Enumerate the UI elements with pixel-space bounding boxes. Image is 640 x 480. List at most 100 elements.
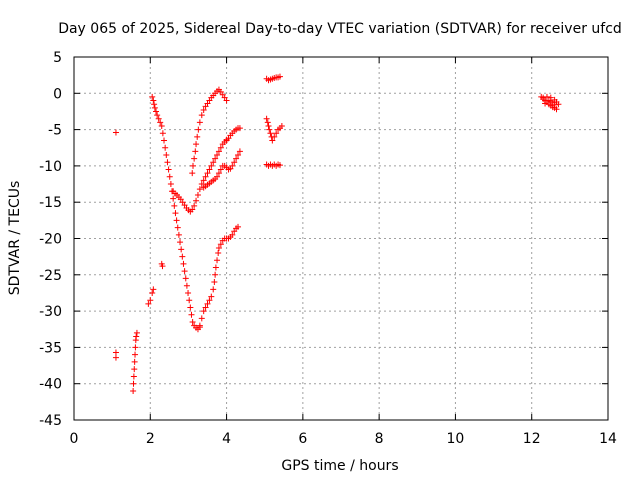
data-point — [166, 173, 173, 180]
data-point — [175, 231, 182, 238]
x-axis-label: GPS time / hours — [281, 458, 398, 474]
data-point — [200, 106, 207, 113]
data-point — [198, 112, 205, 119]
data-point — [172, 210, 179, 217]
data-point — [154, 112, 161, 119]
y-axis-label: SDTVAR / TECUs — [7, 181, 23, 296]
data-point — [112, 354, 119, 361]
data-point — [217, 241, 224, 248]
data-point — [181, 268, 188, 275]
data-point — [540, 94, 547, 101]
data-point — [189, 170, 196, 177]
data-point — [130, 380, 137, 387]
data-point — [170, 195, 177, 202]
y-tick-label: 0 — [53, 86, 62, 102]
data-point — [555, 101, 562, 108]
data-point — [188, 311, 195, 318]
y-tick-label: -20 — [39, 232, 62, 248]
data-point — [214, 152, 221, 159]
data-point — [215, 250, 222, 257]
data-point — [171, 202, 178, 209]
x-tick-label: 14 — [599, 431, 617, 447]
data-point — [167, 181, 174, 188]
x-tick-label: 2 — [146, 431, 155, 447]
y-tick-label: -10 — [39, 159, 62, 175]
data-point — [208, 293, 215, 300]
data-point — [267, 130, 274, 137]
data-point — [158, 122, 165, 129]
x-tick-label: 0 — [70, 431, 79, 447]
data-point — [543, 93, 550, 100]
data-point — [133, 333, 140, 340]
data-point — [217, 144, 224, 151]
data-point — [236, 125, 243, 132]
data-point — [149, 93, 156, 100]
y-tick-label: 5 — [53, 50, 62, 66]
y-tick-label: -30 — [39, 304, 62, 320]
data-point — [187, 304, 194, 311]
data-points — [112, 73, 562, 394]
data-point — [178, 246, 185, 253]
data-point — [198, 181, 205, 188]
data-point — [551, 101, 558, 108]
data-point — [194, 191, 201, 198]
data-point — [186, 297, 193, 304]
data-point — [547, 98, 554, 105]
data-point — [173, 217, 180, 224]
data-point — [192, 148, 199, 155]
data-point — [130, 373, 137, 380]
data-point — [212, 264, 219, 271]
data-point — [206, 166, 213, 173]
data-point — [210, 286, 217, 293]
data-point — [179, 253, 186, 260]
data-point — [215, 170, 222, 177]
data-point — [145, 300, 152, 307]
data-point — [271, 133, 278, 140]
y-tick-label: -35 — [39, 340, 62, 356]
data-point — [194, 133, 201, 140]
data-point — [191, 202, 198, 209]
data-point — [159, 263, 166, 270]
data-point — [190, 162, 197, 169]
data-point — [189, 318, 196, 325]
data-point — [214, 257, 221, 264]
data-point — [276, 73, 283, 80]
data-point — [204, 300, 211, 307]
data-point — [174, 224, 181, 231]
data-point — [151, 101, 158, 108]
data-point — [200, 308, 207, 315]
y-tick-label: -45 — [39, 413, 62, 429]
data-point — [263, 115, 270, 122]
plot-frame — [73, 56, 609, 421]
data-point — [217, 166, 224, 173]
data-point — [198, 315, 205, 322]
data-point — [157, 119, 164, 126]
data-point — [215, 148, 222, 155]
data-point — [196, 186, 203, 193]
data-point — [131, 358, 138, 365]
data-point — [266, 126, 273, 133]
data-point — [132, 344, 139, 351]
data-point — [147, 297, 154, 304]
data-point — [132, 351, 139, 358]
data-point — [233, 155, 240, 162]
y-tick-label: -40 — [39, 377, 62, 393]
data-point — [206, 297, 213, 304]
data-point — [159, 130, 166, 137]
x-tick-labels: 0 2 4 6 8 10 12 14 — [70, 431, 617, 447]
data-point — [553, 106, 560, 113]
data-point — [185, 289, 192, 296]
data-point — [131, 366, 138, 373]
x-tick-label: 8 — [375, 431, 384, 447]
data-point — [189, 206, 196, 213]
data-point — [200, 177, 207, 184]
data-point — [202, 304, 209, 311]
data-point — [165, 166, 172, 173]
data-point — [112, 129, 119, 136]
data-point — [542, 100, 549, 107]
data-point — [195, 126, 202, 133]
data-point — [231, 159, 238, 166]
x-tick-label: 12 — [523, 431, 541, 447]
data-point — [204, 170, 211, 177]
